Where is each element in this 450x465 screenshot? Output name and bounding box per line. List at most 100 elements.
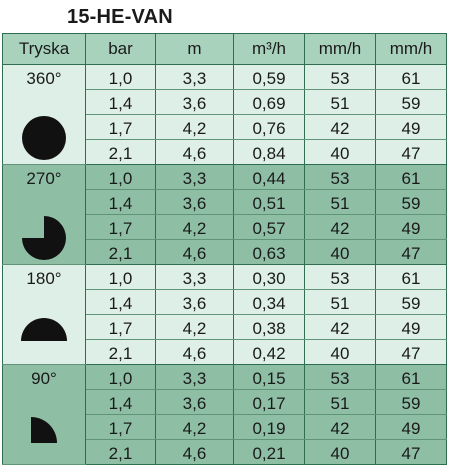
table-title: 15-HE-VAN: [67, 6, 173, 28]
cell-bar: 2,1: [85, 339, 156, 365]
cell-flow: 0,57: [233, 214, 305, 240]
cell-m: 3,3: [155, 364, 234, 390]
table-row: 270° 1,0 3,3 0,44 53 61: [2, 164, 447, 265]
header-row: Tryska bar m m³/h mm/h mm/h: [2, 33, 447, 65]
nozzle-data-table: Tryska bar m m³/h mm/h mm/h 360° 1,0 3,3 0,…: [2, 33, 447, 465]
cell-rate-1: 42: [304, 114, 376, 140]
table-row: 360° 1,0 3,3 0,59 53 61: [2, 64, 447, 165]
cell-flow: 0,17: [233, 389, 305, 415]
three-quarter-circle-icon: [21, 215, 67, 266]
cell-flow: 0,38: [233, 314, 305, 340]
tryska-cell: 90°: [2, 364, 86, 465]
cell-bar: 1,4: [85, 89, 156, 115]
cell-m: 4,6: [155, 439, 234, 465]
cell-rate-2: 61: [375, 164, 447, 190]
cell-bar: 1,4: [85, 189, 156, 215]
cell-rate-2: 47: [375, 239, 447, 265]
cell-rate-1: 51: [304, 289, 376, 315]
table-row: 1,7 4,2 0,38 42 49: [3, 314, 447, 340]
cell-flow: 0,84: [233, 139, 305, 165]
cell-rate-2: 61: [375, 364, 447, 390]
cell-m: 3,6: [155, 289, 234, 315]
cell-flow: 0,69: [233, 89, 305, 115]
cell-rate-2: 59: [375, 389, 447, 415]
table-row: 2,1 4,6 0,63 40 47: [3, 239, 447, 265]
cell-flow: 0,15: [233, 364, 305, 390]
cell-rate-2: 49: [375, 114, 447, 140]
cell-rate-2: 47: [375, 139, 447, 165]
cell-m: 3,3: [155, 64, 234, 90]
cell-m: 4,6: [155, 339, 234, 365]
table-row: 1,4 3,6 0,51 51 59: [3, 189, 447, 215]
cell-flow: 0,76: [233, 114, 305, 140]
cell-m: 3,6: [155, 89, 234, 115]
group-90: 90° 1,0 3,3 0,15 53 61 1,4 3,6 0,17 51 59 1,7 4,2 0,1…: [2, 364, 447, 465]
cell-bar: 1,4: [85, 289, 156, 315]
cell-bar: 2,1: [85, 439, 156, 465]
angle-label: 90°: [31, 369, 57, 388]
cell-m: 4,6: [155, 239, 234, 265]
angle-label: 360°: [26, 69, 62, 88]
cell-m: 3,6: [155, 189, 234, 215]
cell-rate-1: 51: [304, 389, 376, 415]
half-circle-icon: [19, 315, 69, 348]
cell-bar: 1,0: [85, 64, 156, 90]
cell-flow: 0,44: [233, 164, 305, 190]
table-row: 1,7 4,2 0,76 42 49: [3, 114, 447, 140]
cell-flow: 0,63: [233, 239, 305, 265]
cell-flow: 0,59: [233, 64, 305, 90]
cell-m: 4,6: [155, 139, 234, 165]
cell-rate-2: 47: [375, 339, 447, 365]
cell-rate-1: 53: [304, 64, 376, 90]
header-rate-2: mm/h: [375, 33, 447, 65]
table-row: 2,1 4,6 0,42 40 47: [3, 339, 447, 365]
cell-rate-2: 59: [375, 189, 447, 215]
table-row: 1,4 3,6 0,69 51 59: [3, 89, 447, 115]
cell-m: 3,3: [155, 264, 234, 290]
cell-bar: 1,7: [85, 214, 156, 240]
cell-flow: 0,30: [233, 264, 305, 290]
cell-rate-1: 40: [304, 339, 376, 365]
cell-bar: 1,7: [85, 114, 156, 140]
cell-rate-1: 53: [304, 264, 376, 290]
group-360: 360° 1,0 3,3 0,59 53 61 1,4 3,6 0,69 51 59 1,7 4,2 0,…: [2, 64, 447, 165]
cell-bar: 1,7: [85, 314, 156, 340]
cell-rate-1: 53: [304, 164, 376, 190]
table-row: 180° 1,0 3,3 0,30 53 61: [2, 264, 447, 365]
cell-rate-2: 61: [375, 264, 447, 290]
cell-m: 4,2: [155, 214, 234, 240]
tryska-cell: 360°: [2, 64, 86, 166]
table-row: 2,1 4,6 0,21 40 47: [3, 439, 447, 465]
cell-rate-1: 42: [304, 414, 376, 440]
cell-flow: 0,21: [233, 439, 305, 465]
tryska-cell: 270°: [2, 164, 86, 266]
cell-bar: 1,0: [85, 264, 156, 290]
cell-m: 4,2: [155, 314, 234, 340]
cell-rate-2: 59: [375, 289, 447, 315]
cell-rate-1: 42: [304, 314, 376, 340]
quarter-circle-icon: [29, 415, 59, 450]
cell-rate-2: 49: [375, 314, 447, 340]
table-row: 1,7 4,2 0,57 42 49: [3, 214, 447, 240]
cell-flow: 0,51: [233, 189, 305, 215]
group-270: 270° 1,0 3,3 0,44 53 61 1,4 3,6 0,51 51 59 1,7 4,2 0,…: [2, 164, 447, 265]
header-bar: bar: [85, 33, 156, 65]
header-flow: m³/h: [233, 33, 305, 65]
table-row: 1,4 3,6 0,17 51 59: [3, 389, 447, 415]
group-180: 180° 1,0 3,3 0,30 53 61 1,4 3,6 0,34 51 59 1,7 4,2 0,…: [2, 264, 447, 365]
cell-bar: 1,7: [85, 414, 156, 440]
cell-rate-1: 40: [304, 439, 376, 465]
cell-m: 3,6: [155, 389, 234, 415]
angle-label: 180°: [26, 269, 62, 288]
cell-m: 3,3: [155, 164, 234, 190]
cell-m: 4,2: [155, 114, 234, 140]
cell-rate-2: 49: [375, 414, 447, 440]
cell-flow: 0,19: [233, 414, 305, 440]
full-circle-icon: [21, 115, 67, 166]
cell-rate-2: 49: [375, 214, 447, 240]
cell-rate-1: 42: [304, 214, 376, 240]
header-m: m: [155, 33, 234, 65]
cell-bar: 1,4: [85, 389, 156, 415]
table-row: 1,7 4,2 0,19 42 49: [3, 414, 447, 440]
cell-rate-1: 53: [304, 364, 376, 390]
